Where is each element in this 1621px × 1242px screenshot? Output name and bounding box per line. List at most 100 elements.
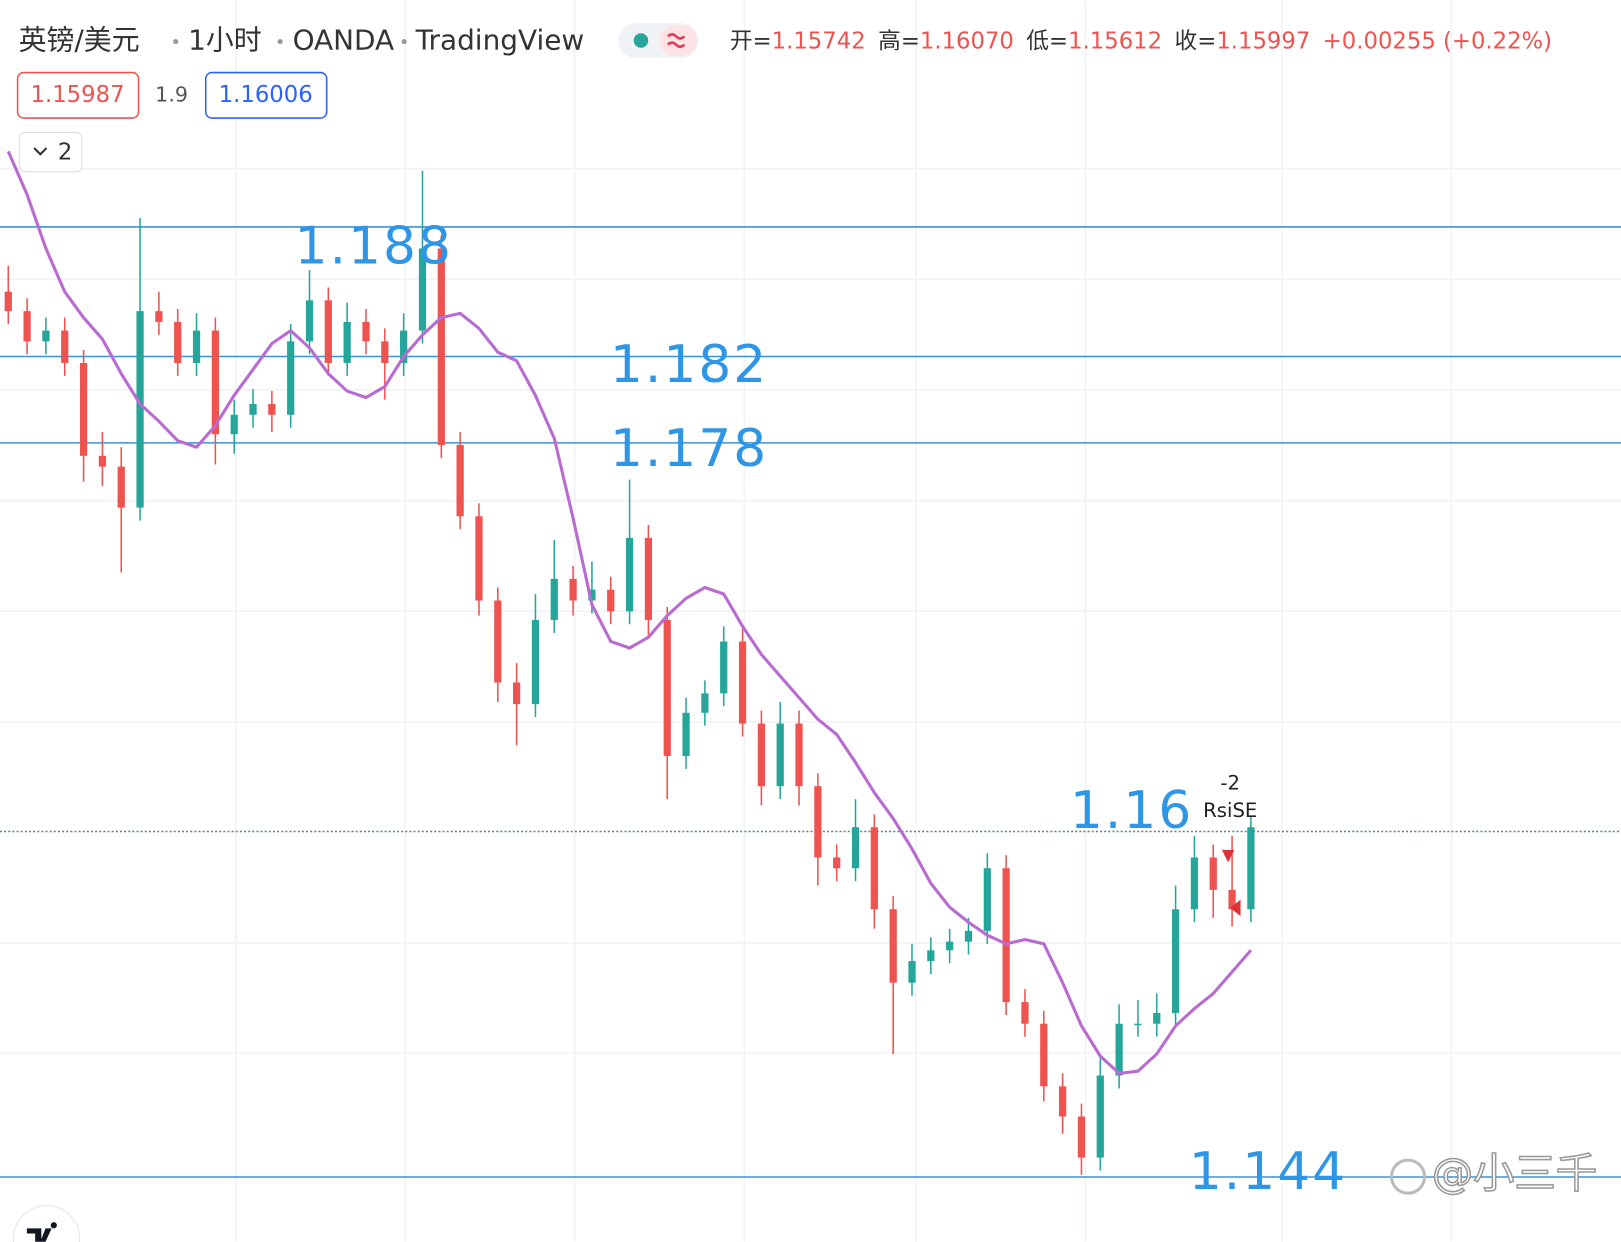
- candle-body: [1115, 1023, 1123, 1076]
- separator: [173, 38, 179, 45]
- candle-body: [644, 537, 653, 620]
- ohlc-value: 1.15997: [1216, 28, 1310, 54]
- candle-body: [61, 330, 69, 363]
- candle-body: [1209, 857, 1217, 890]
- candle-body: [908, 961, 916, 983]
- candle-body: [701, 693, 709, 713]
- candle-body: [362, 321, 370, 342]
- candle-body: [400, 330, 408, 363]
- candle-body: [211, 330, 219, 435]
- ohlc-value: 1.15742: [772, 28, 866, 54]
- candle-body: [287, 341, 295, 415]
- candle-body: [456, 445, 464, 517]
- candle-body: [1171, 909, 1180, 1013]
- separator: [401, 38, 407, 45]
- indicator-toggle[interactable]: [19, 132, 83, 173]
- status-dot: [633, 33, 649, 48]
- candle-body: [305, 300, 314, 342]
- candle-body: [98, 455, 107, 467]
- candle-body: [1190, 857, 1199, 910]
- change: +0.00255 (+0.22%): [1323, 28, 1552, 54]
- candle-body: [268, 403, 276, 415]
- candle-body: [1096, 1075, 1104, 1158]
- candle-body: [79, 362, 88, 456]
- candle-body: [1059, 1086, 1067, 1117]
- candle-body: [795, 723, 803, 787]
- ohlc-label: 开=: [730, 28, 772, 54]
- status-wave: [666, 33, 686, 49]
- interval: 1小时: [188, 24, 262, 57]
- candle-body: [475, 516, 483, 601]
- spread: 1.9: [155, 82, 188, 106]
- symbol: 英镑/美元: [19, 24, 140, 57]
- candle-body: [550, 578, 558, 620]
- candle-body: [757, 723, 765, 787]
- candle-body: [983, 868, 991, 931]
- ohlc-label: 低=: [1026, 28, 1068, 54]
- ohlc-value: 1.16070: [920, 28, 1014, 54]
- candle-body: [814, 786, 822, 858]
- level-label: 1.178: [610, 419, 768, 479]
- separator: [277, 38, 283, 45]
- signal-arrow: [1230, 899, 1241, 917]
- candle-body: [1040, 1023, 1048, 1087]
- moving-average: [6, 150, 1253, 1075]
- annotation: RsiSE: [1203, 799, 1257, 822]
- candle-body: [437, 248, 445, 446]
- level-label: 1.144: [1189, 1142, 1347, 1202]
- candle-body: [889, 909, 897, 983]
- candle-body: [23, 311, 31, 342]
- candle-body: [833, 857, 841, 869]
- candle-body: [513, 682, 521, 705]
- candle-body: [682, 712, 690, 756]
- candle-body: [720, 641, 728, 694]
- level-label: 1.188: [295, 217, 453, 277]
- candle-body: [927, 950, 935, 962]
- candle-body: [155, 311, 163, 322]
- candle-body: [4, 291, 12, 312]
- sell-button[interactable]: [16, 71, 140, 119]
- candle-body: [625, 537, 634, 612]
- candle-body: [418, 248, 427, 331]
- candle-body: [192, 330, 201, 363]
- buy-price: 1.16006: [219, 82, 313, 108]
- watermark-logo: [1389, 1158, 1427, 1195]
- candle-body: [494, 600, 502, 683]
- status-wave-bg: [659, 25, 697, 57]
- candle-body: [531, 619, 540, 705]
- candle-body: [117, 466, 125, 508]
- candle-body: [870, 827, 878, 910]
- buy-button[interactable]: [204, 71, 328, 119]
- ohlc-label: 高=: [878, 28, 920, 54]
- candle-body: [1021, 1002, 1029, 1024]
- candle-body: [230, 414, 238, 435]
- candle-body: [607, 589, 615, 612]
- level-label: 1.182: [610, 335, 768, 395]
- candle-body: [343, 321, 351, 363]
- candle-body: [136, 311, 144, 508]
- candle-body: [738, 641, 747, 724]
- plot: 1.188 1.182 1.178 1.16 1.144: [0, 150, 1621, 1202]
- candle-body: [174, 321, 182, 363]
- sell-price: 1.15987: [31, 82, 125, 108]
- source: TradingView: [415, 24, 585, 57]
- indicator-count: 2: [58, 140, 72, 166]
- candle-body: [663, 619, 671, 756]
- candle-body: [776, 723, 784, 787]
- candle-body: [1077, 1116, 1086, 1158]
- level-label: 1.16: [1070, 781, 1193, 841]
- candle-body: [42, 330, 50, 342]
- candle-body: [851, 827, 860, 869]
- overlay: 英镑/美元 1小时 OANDA TradingView 开=1.15742 高=1…: [12, 22, 1598, 1242]
- candle-body: [1153, 1012, 1161, 1024]
- logo: [26, 1222, 57, 1242]
- chevron: [33, 147, 48, 156]
- candle-body: [1247, 827, 1255, 910]
- candle-body: [381, 341, 389, 363]
- candle-body: [569, 578, 577, 601]
- candle-body: [1002, 868, 1010, 1003]
